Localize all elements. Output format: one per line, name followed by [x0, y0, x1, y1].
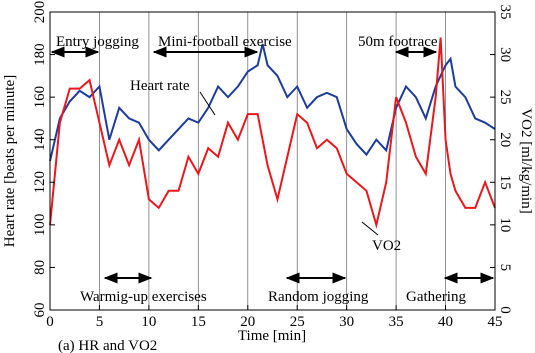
y2-tick-label: 10 [497, 217, 513, 232]
y-tick-label: 120 [32, 171, 48, 194]
y-tick-label: 60 [32, 303, 48, 318]
x-tick-label: 10 [141, 314, 156, 330]
x-tick-label: 45 [488, 314, 503, 330]
phase-label: Entry jogging [56, 34, 139, 50]
x-tick-label: 0 [46, 314, 54, 330]
y-axis-label: Heart rate [beats per minute] [2, 75, 18, 247]
y-tick-label: 200 [32, 1, 48, 24]
x-tick-label: 5 [96, 314, 104, 330]
phase-arrows [50, 46, 495, 284]
y2-tick-label: 20 [497, 132, 513, 147]
y2-tick-label: 25 [497, 90, 513, 105]
series-label: Heart rate [130, 78, 190, 94]
y2-tick-label: 30 [497, 47, 513, 62]
x-tick-label: 30 [339, 314, 354, 330]
y-tick-label: 180 [32, 43, 48, 65]
phase-label: Warmig-up exercises [80, 289, 207, 305]
series-label: VO2 [372, 238, 401, 254]
x-tick-label: 20 [240, 314, 255, 330]
y-tick-label: 100 [32, 214, 48, 237]
y-tick-label: 80 [32, 260, 48, 275]
leader-line [361, 221, 379, 236]
y2-axis-label: VO2 [ml/kg/min] [518, 108, 534, 213]
x-tick-label: 15 [191, 314, 206, 330]
phase-label: Random jogging [268, 289, 369, 305]
y-tick-label: 160 [32, 86, 48, 109]
phase-label: 50m footrace [358, 34, 438, 50]
y2-tick-label: 35 [497, 5, 513, 20]
x-axis-label: Time [min] [238, 328, 306, 344]
y-tick-label: 140 [32, 128, 48, 151]
x-tick-label: 40 [438, 314, 453, 330]
x-tick-label: 25 [290, 314, 305, 330]
y2-tick-label: 0 [497, 306, 513, 314]
x-tick-label: 35 [389, 314, 404, 330]
phase-label: Mini-football exercise [158, 34, 292, 50]
leader-line [199, 91, 216, 116]
caption: (a) HR and VO2 [58, 338, 157, 353]
plot-frame [49, 11, 496, 311]
phase-label: Gathering [406, 289, 466, 305]
y2-tick-label: 5 [497, 264, 513, 272]
y2-tick-label: 15 [497, 175, 513, 190]
series-line [49, 37, 496, 229]
